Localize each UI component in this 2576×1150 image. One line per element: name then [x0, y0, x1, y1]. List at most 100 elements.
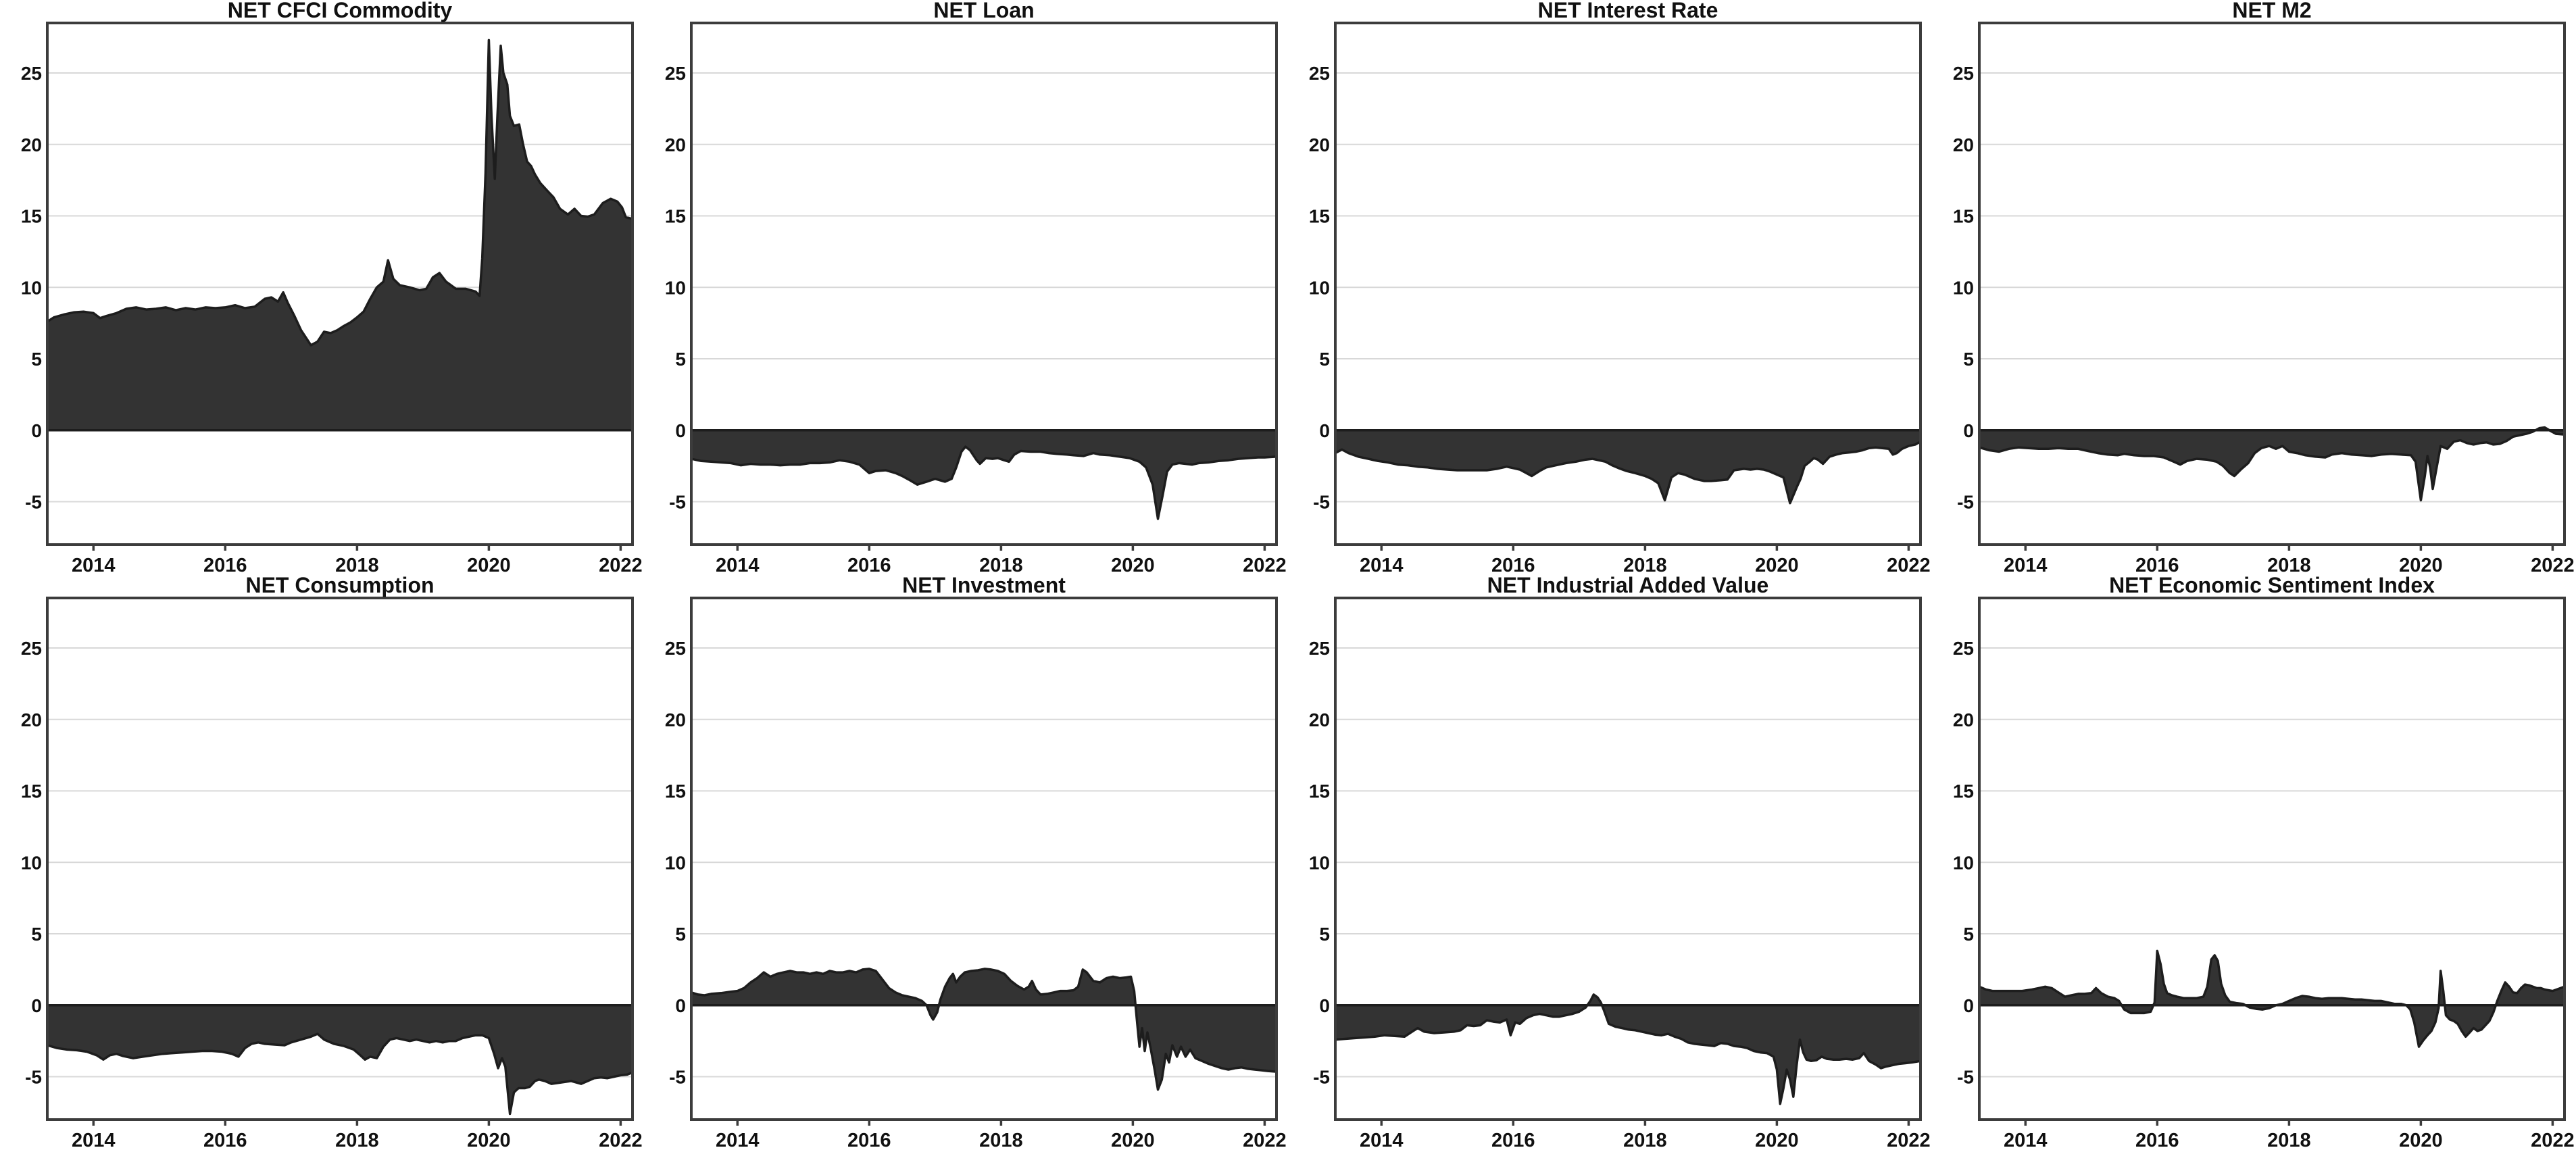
y-tick-label-25: 25 [21, 638, 42, 659]
y-tick-label-20: 20 [1309, 134, 1330, 155]
y-tick-label-0: 0 [31, 420, 42, 441]
x-tick-label-2014: 2014 [2004, 555, 2048, 575]
y-tick-label-15: 15 [21, 206, 42, 227]
plot-border [46, 22, 634, 546]
y-tick-label-15: 15 [665, 781, 686, 802]
y-tick-label-15: 15 [1309, 206, 1330, 227]
y-tick-label--5: -5 [669, 1067, 686, 1088]
y-tick-label-5: 5 [31, 924, 42, 945]
y-tick-label-5: 5 [1963, 349, 1974, 370]
x-tick-label-2020: 2020 [1755, 1130, 1799, 1150]
chart-title-net-consumption: NET Consumption [245, 575, 434, 597]
panel-net-m2: 2014 2016 2018 2020 2022 -5 0 5 10 15 20 25 NET M2 [1932, 0, 2576, 575]
area-series-net-economic-sentiment-index [1978, 949, 2566, 1048]
y-tick-label-10: 10 [665, 852, 686, 873]
y-tick-label-25: 25 [1309, 63, 1330, 84]
x-tick-label-2018: 2018 [335, 555, 379, 575]
y-tick-label-10: 10 [665, 277, 686, 298]
y-tick-label-5: 5 [1319, 349, 1330, 370]
y-tick-label-0: 0 [31, 995, 42, 1016]
x-tick-label-2022: 2022 [2531, 555, 2575, 575]
x-tick-label-2018: 2018 [979, 1130, 1023, 1150]
x-tick-label-2014: 2014 [716, 1130, 760, 1150]
y-tick-label-0: 0 [1319, 420, 1330, 441]
plot-background [1979, 598, 2565, 1120]
x-tick-label-2020: 2020 [1755, 555, 1799, 575]
y-tick-label-20: 20 [21, 709, 42, 730]
x-tick-label-2016: 2016 [1491, 555, 1535, 575]
x-tick-label-2018: 2018 [1623, 555, 1667, 575]
panel-net-investment: 2014 2016 2018 2020 2022 -5 0 5 10 15 20 25 NET Inve… [644, 575, 1288, 1150]
y-tick-label-20: 20 [1309, 709, 1330, 730]
y-tick-label-0: 0 [1963, 995, 1974, 1016]
x-tick-label-2020: 2020 [1111, 1130, 1155, 1150]
y-tick-label-0: 0 [675, 995, 686, 1016]
y-tick-label-0: 0 [1963, 420, 1974, 441]
y-tick-label--5: -5 [1957, 492, 1974, 513]
chart-svg-net-interest-rate: 2014 2016 2018 2020 2022 -5 0 5 10 15 20 25 NET Inte… [1309, 0, 1931, 575]
panel-net-industrial-added-value: 2014 2016 2018 2020 2022 -5 0 5 10 15 20 25 NET Indu… [1288, 575, 1932, 1150]
x-tick-label-2022: 2022 [1243, 555, 1287, 575]
y-tick-label-20: 20 [665, 134, 686, 155]
plot-border [690, 597, 1278, 1121]
y-tick-label-15: 15 [21, 781, 42, 802]
y-tick-label-20: 20 [1953, 709, 1974, 730]
x-tick-label-2016: 2016 [847, 1130, 891, 1150]
x-tick-label-2018: 2018 [2267, 1130, 2311, 1150]
y-tick-label-10: 10 [1953, 277, 1974, 298]
y-tick-label-0: 0 [1319, 995, 1330, 1016]
y-tick-label-10: 10 [1309, 277, 1330, 298]
chart-svg-net-investment: 2014 2016 2018 2020 2022 -5 0 5 10 15 20 25 NET Inve… [665, 575, 1287, 1150]
x-tick-label-2018: 2018 [979, 555, 1023, 575]
chart-title-net-m2: NET M2 [2232, 0, 2311, 22]
plot-border [1334, 22, 1922, 546]
x-tick-label-2022: 2022 [599, 555, 643, 575]
chart-title-net-loan: NET Loan [933, 0, 1034, 22]
y-tick-label--5: -5 [25, 492, 42, 513]
x-tick-label-2018: 2018 [335, 1130, 379, 1150]
x-tick-label-2018: 2018 [1623, 1130, 1667, 1150]
plot-border [1334, 597, 1922, 1121]
x-tick-label-2020: 2020 [2399, 555, 2443, 575]
area-series-net-cfci-commodity [46, 39, 634, 432]
chart-title-net-economic-sentiment-index: NET Economic Sentiment Index [2109, 575, 2435, 597]
y-tick-label-15: 15 [1309, 781, 1330, 802]
x-tick-label-2022: 2022 [599, 1130, 643, 1150]
x-tick-label-2018: 2018 [2267, 555, 2311, 575]
chart-svg-net-m2: 2014 2016 2018 2020 2022 -5 0 5 10 15 20 25 NET M2 [1953, 0, 2575, 575]
x-tick-label-2014: 2014 [72, 1130, 116, 1150]
plot-border [1978, 22, 2566, 546]
chart-title-net-investment: NET Investment [902, 575, 1066, 597]
y-tick-label-10: 10 [1309, 852, 1330, 873]
panel-net-loan: 2014 2016 2018 2020 2022 -5 0 5 10 15 20 25 NET Loan [644, 0, 1288, 575]
y-tick-label-15: 15 [1953, 206, 1974, 227]
area-series-net-investment [690, 968, 1278, 1091]
y-tick-label-25: 25 [1309, 638, 1330, 659]
y-tick-label--5: -5 [1313, 492, 1330, 513]
y-tick-label-5: 5 [31, 349, 42, 370]
x-tick-label-2014: 2014 [72, 555, 116, 575]
y-tick-label--5: -5 [25, 1067, 42, 1088]
area-series-net-loan [690, 429, 1278, 520]
y-tick-label-10: 10 [21, 852, 42, 873]
y-tick-label-20: 20 [1953, 134, 1974, 155]
area-series-net-industrial-added-value [1334, 993, 1922, 1105]
x-tick-label-2020: 2020 [1111, 555, 1155, 575]
y-tick-label-25: 25 [665, 63, 686, 84]
y-tick-label--5: -5 [1313, 1067, 1330, 1088]
x-tick-label-2020: 2020 [2399, 1130, 2443, 1150]
chart-svg-net-economic-sentiment-index: 2014 2016 2018 2020 2022 -5 0 5 10 15 20 25 NET Econ… [1953, 575, 2575, 1150]
y-tick-label-25: 25 [1953, 638, 1974, 659]
plot-background [1979, 23, 2565, 545]
area-series-net-interest-rate [1334, 429, 1922, 505]
x-tick-label-2016: 2016 [203, 1130, 247, 1150]
chart-svg-net-industrial-added-value: 2014 2016 2018 2020 2022 -5 0 5 10 15 20 25 NET Indu… [1309, 575, 1931, 1150]
area-series-net-consumption [46, 1004, 634, 1116]
y-tick-label-5: 5 [1319, 924, 1330, 945]
chart-title-net-cfci-commodity: NET CFCI Commodity [228, 0, 453, 22]
x-tick-label-2014: 2014 [1360, 1130, 1404, 1150]
x-tick-label-2022: 2022 [2531, 1130, 2575, 1150]
x-tick-label-2022: 2022 [1887, 555, 1931, 575]
x-tick-label-2014: 2014 [1360, 555, 1404, 575]
